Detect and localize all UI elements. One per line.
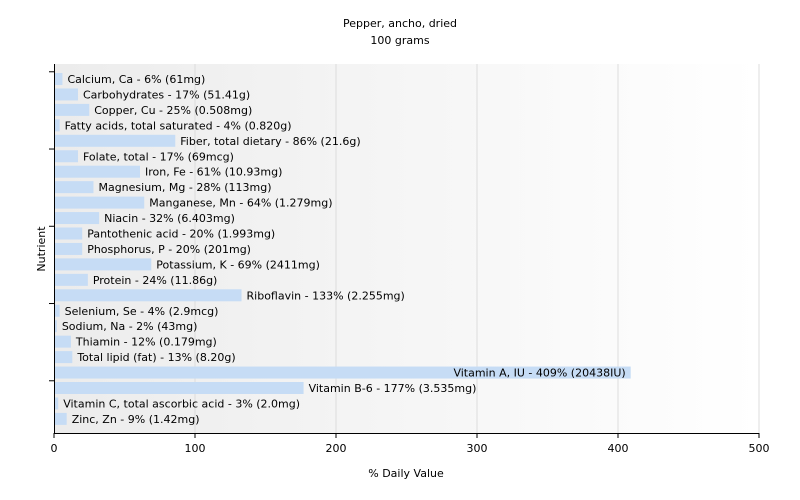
bar-data-label: Selenium, Se - 4% (2.9mcg) (65, 305, 219, 318)
bar (54, 273, 88, 286)
bar (54, 103, 90, 116)
bar-data-label: Pantothenic acid - 20% (1.993mg) (87, 228, 275, 241)
bar-data-label: Carbohydrates - 17% (51.41g) (83, 88, 250, 101)
bar-data-label: Vitamin B-6 - 177% (3.535mg) (309, 382, 477, 395)
bar (54, 382, 304, 394)
x-tick-label: 100 (185, 442, 206, 455)
bar-data-label: Vitamin A, IU - 409% (20438IU) (453, 367, 625, 380)
x-tick-label: 500 (749, 442, 770, 455)
x-tick-label: 400 (608, 442, 629, 455)
bar-data-label: Zinc, Zn - 9% (1.42mg) (72, 413, 200, 426)
bar (54, 119, 60, 132)
bar (54, 412, 67, 425)
bar-data-label: Riboflavin - 133% (2.255mg) (247, 289, 405, 302)
bar-data-label: Vitamin C, total ascorbic acid - 3% (2.0… (63, 397, 300, 410)
bar (54, 258, 152, 271)
y-axis-title: Nutrient (35, 226, 48, 272)
bar-data-label: Phosphorus, P - 20% (201mg) (87, 243, 251, 256)
bar-data-label: Fatty acids, total saturated - 4% (0.820… (65, 119, 292, 132)
x-tick-label: 300 (467, 442, 488, 455)
plot-area: Calcium, Ca - 6% (61mg) Carbohydrates - 1… (49, 64, 770, 455)
bar (54, 134, 176, 147)
bar (54, 212, 100, 225)
chart-subtitle: 100 grams (370, 34, 429, 47)
bar (54, 304, 60, 317)
bar-data-label: Thiamin - 12% (0.179mg) (75, 336, 217, 349)
bar-data-label: Sodium, Na - 2% (43mg) (62, 320, 198, 333)
bar-data-label: Fiber, total dietary - 86% (21.6g) (180, 135, 360, 148)
bar (54, 320, 57, 333)
bar-data-label: Iron, Fe - 61% (10.93mg) (145, 166, 282, 179)
bar-data-label: Total lipid (fat) - 13% (8.20g) (76, 351, 235, 364)
bar-data-label: Manganese, Mn - 64% (1.279mg) (149, 197, 332, 210)
bar (54, 366, 631, 379)
bar (54, 351, 73, 364)
bar (54, 73, 63, 85)
bar (54, 289, 242, 302)
bar-data-label: Magnesium, Mg - 28% (113mg) (98, 181, 271, 194)
chart-title: Pepper, ancho, dried (343, 17, 457, 30)
x-axis-title: % Daily Value (368, 467, 444, 480)
bar (54, 397, 59, 410)
bar (54, 181, 94, 194)
bar-data-label: Potassium, K - 69% (2411mg) (156, 258, 320, 271)
bar (54, 196, 145, 209)
x-tick-label: 0 (51, 442, 58, 455)
bar-data-label: Niacin - 32% (6.403mg) (104, 212, 235, 225)
bar (54, 335, 71, 348)
bar-data-label: Protein - 24% (11.86g) (93, 274, 218, 287)
bar (54, 88, 78, 101)
bar (54, 165, 141, 178)
bar (54, 242, 83, 255)
bar (54, 150, 78, 163)
bar (54, 227, 83, 240)
x-tick-label: 200 (326, 442, 347, 455)
bar-data-label: Folate, total - 17% (69mcg) (83, 150, 234, 163)
bar-data-label: Copper, Cu - 25% (0.508mg) (94, 104, 252, 117)
bar-data-label: Calcium, Ca - 6% (61mg) (67, 73, 205, 86)
